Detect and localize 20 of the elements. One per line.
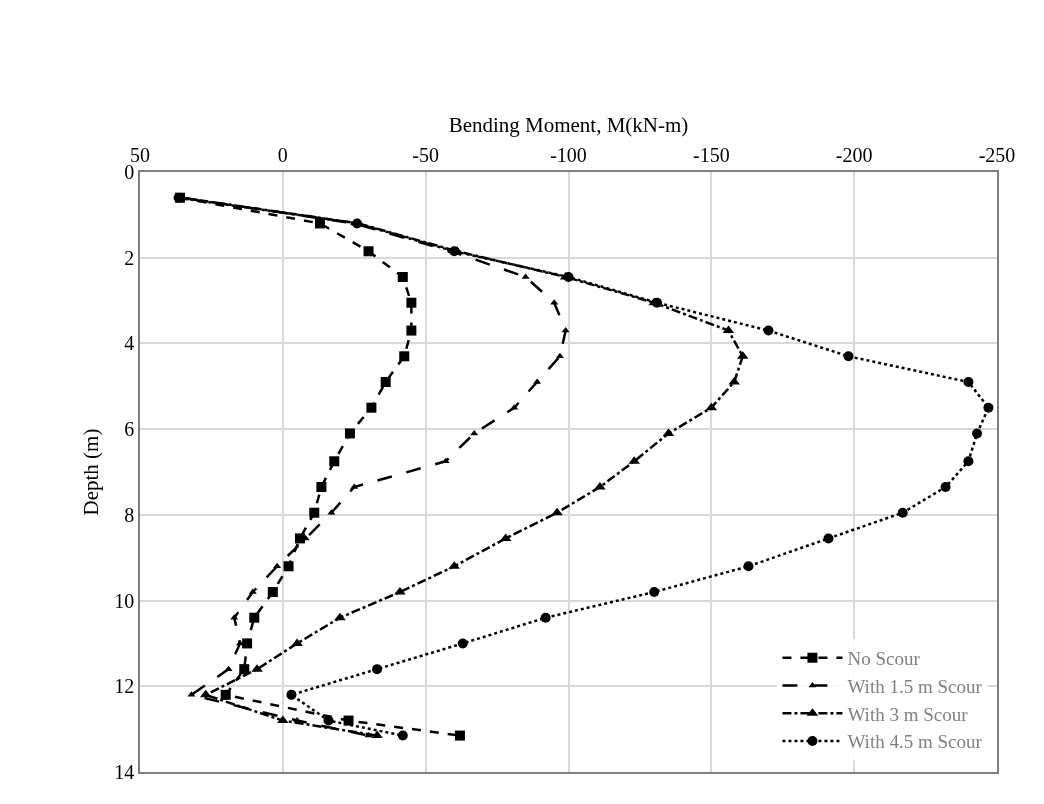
x-tick-label: -200 (835, 144, 873, 167)
legend-label: With 4.5 m Scour (847, 731, 983, 753)
y-tick-label: 14 (114, 761, 135, 783)
x-tick-label: 0 (277, 144, 288, 167)
x-tick-label: -250 (978, 144, 1016, 167)
x-tick-label: -150 (692, 144, 730, 167)
x-tick-label: -50 (412, 144, 440, 167)
legend-label: No Scour (847, 648, 921, 670)
y-tick-label: 0 (124, 161, 135, 183)
x-axis-title: Bending Moment, M(kN-m) (448, 112, 689, 137)
y-tick-label: 2 (124, 246, 135, 269)
y-tick-label: 8 (124, 503, 135, 526)
x-tick-label: -100 (550, 144, 587, 167)
y-tick-label: 10 (114, 589, 135, 612)
legend-label: With 1.5 m Scour (847, 675, 983, 697)
y-axis-title: Depth (m) (78, 428, 103, 516)
y-tick-label: 6 (124, 418, 135, 441)
legend-label: With 3 m Scour (847, 703, 969, 725)
y-tick-label: 4 (124, 332, 135, 355)
y-tick-label: 12 (114, 675, 135, 698)
